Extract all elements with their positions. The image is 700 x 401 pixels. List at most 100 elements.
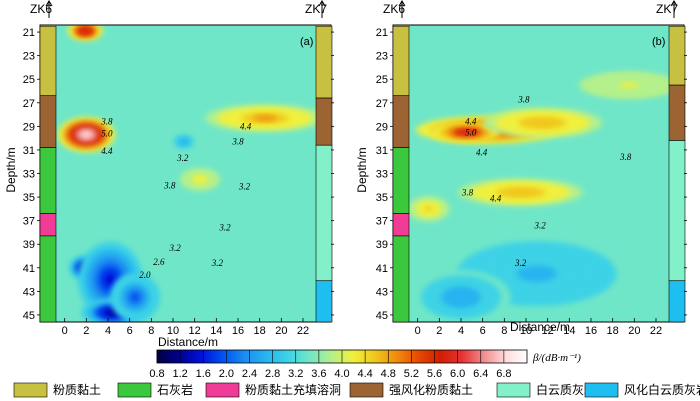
heatmap-field — [56, 25, 316, 322]
y-tick-label: 29 — [376, 121, 388, 133]
y-tick-label: 37 — [376, 216, 388, 228]
contour-label: 5.0 — [101, 128, 113, 138]
borehole-layer-dolomitic_limestone — [668, 140, 686, 282]
borehole-right-arrowhead — [670, 0, 678, 7]
borehole-layer-limestone — [39, 235, 57, 323]
y-tick-label: 35 — [376, 192, 388, 204]
borehole-layer-silty_clay — [392, 25, 410, 97]
x-tick-label: 8 — [501, 325, 507, 337]
contour-label: 5.0 — [465, 127, 477, 137]
heatmap-anomaly — [171, 133, 197, 150]
contour-label: 3.2 — [211, 258, 224, 268]
y-tick-label: 33 — [23, 169, 35, 181]
contour-label: 4.4 — [490, 193, 502, 203]
contour-label: 3.2 — [533, 220, 546, 230]
borehole-layer-karst_fill_clay — [392, 213, 410, 237]
colorbar-tick-label: 2.8 — [265, 368, 280, 380]
borehole-layer-strongly_weathered_clay — [39, 95, 57, 148]
heatmap-anomaly — [411, 270, 511, 322]
heatmap-anomaly-band — [81, 28, 89, 33]
legend-swatch — [349, 382, 384, 398]
legend-swatch — [496, 382, 531, 398]
y-tick-label: 27 — [376, 98, 388, 110]
contour-label: 3.2 — [514, 258, 527, 268]
legend-swatch — [584, 382, 619, 398]
y-tick-label: 21 — [23, 27, 35, 39]
borehole-layer-strongly_weathered_clay — [668, 84, 686, 141]
colorbar: 0.8 1.2 1.6 2.0 2.4 2.8 3.2 3.6 4.0 4.4 4.8 5.2 5.6 6… — [149, 349, 581, 380]
heatmap-anomaly — [205, 104, 316, 132]
colorbar-tick-label: 4.8 — [381, 368, 396, 380]
y-tick-label: 41 — [23, 263, 35, 275]
heatmap-anomaly — [431, 122, 502, 142]
legend-label: 强风化粉质黏土 — [389, 383, 473, 397]
heatmap-anomaly — [458, 178, 583, 206]
panel-label: (b) — [652, 36, 665, 48]
y-tick-label: 43 — [376, 286, 388, 298]
heatmap-field — [409, 25, 669, 322]
colorbar-tick-label: 6.8 — [496, 368, 511, 380]
heatmap-anomaly-band — [130, 292, 141, 303]
x-tick-label: 22 — [650, 325, 662, 337]
y-tick-label: 25 — [376, 74, 388, 86]
heatmap-plot-a: 3.85.04.43.24.43.83.8 3.23.23.22.62.03.20… — [23, 24, 334, 337]
colorbar-tick-label: 3.6 — [311, 368, 326, 380]
contour-label: 4.4 — [465, 117, 477, 127]
legend-label: 粉质黏土 — [53, 383, 101, 397]
y-tick-label: 31 — [23, 145, 35, 157]
x-tick-label: 6 — [127, 325, 133, 337]
heatmap-anomaly-band — [80, 131, 93, 139]
legend-item-silty-clay: 粉质黏土 — [13, 382, 101, 398]
panel-b: ZK6 ZK7 3.84.45.04.4 3.83.84.43.23.20 2 4 6 8… — [355, 0, 687, 337]
x-tick-label: 16 — [232, 325, 244, 337]
contour-label: 3.8 — [517, 94, 530, 104]
legend-label: 石灰岩 — [157, 382, 193, 397]
borehole-layer-weathered_dolomitic_limestone — [315, 280, 333, 323]
x-tick-label: 12 — [189, 325, 201, 337]
heatmap-anomaly-band — [196, 177, 205, 182]
x-tick-label: 2 — [83, 325, 89, 337]
heatmap-anomaly-band — [451, 291, 471, 303]
x-tick-label: 18 — [607, 325, 619, 337]
x-tick-label: 18 — [254, 325, 266, 337]
borehole-column-left — [392, 25, 410, 323]
contour-label: 2.6 — [153, 257, 165, 267]
contour-label: 3.2 — [176, 153, 189, 163]
y-tick-label: 25 — [23, 74, 35, 86]
contour-label: 3.2 — [238, 181, 251, 191]
x-tick-label: 0 — [62, 325, 68, 337]
borehole-layer-limestone — [392, 147, 410, 214]
borehole-layer-karst_fill_clay — [39, 213, 57, 237]
contour-label: 3.8 — [461, 187, 474, 197]
borehole-layer-strongly_weathered_clay — [392, 95, 410, 148]
colorbar-tick-label: 3.2 — [288, 368, 303, 380]
borehole-layer-limestone — [392, 235, 410, 323]
y-tick-label: 35 — [23, 192, 35, 204]
contour-labels: 3.85.04.43.24.43.83.8 3.23.23.22.62.03.2 — [100, 117, 251, 280]
legend-swatch — [205, 382, 240, 398]
x-tick-label: 12 — [542, 325, 554, 337]
contour-label: 3.8 — [619, 152, 632, 162]
x-tick-label: 8 — [148, 325, 154, 337]
heatmap-anomaly — [110, 272, 160, 322]
legend-item-karst-fill-clay: 粉质黏土充填溶洞 — [205, 382, 341, 398]
y-tick-label: 23 — [376, 51, 388, 63]
colorbar-tick-label: 1.2 — [172, 368, 187, 380]
heatmap-anomaly-band — [181, 140, 187, 144]
contour-label: 3.8 — [231, 137, 244, 147]
heatmap-anomaly-band — [508, 189, 534, 196]
x-tick-label: 20 — [628, 325, 640, 337]
heatmap-anomaly-band — [253, 115, 278, 121]
contour-label: 3.2 — [218, 223, 231, 233]
contour-label: 3.8 — [163, 180, 176, 190]
y-tick-label: 45 — [23, 310, 35, 322]
borehole-left-label-group: ZK6 — [30, 0, 53, 18]
heatmap-anomaly-band — [516, 265, 557, 282]
colorbar-tick-label: 5.2 — [404, 368, 419, 380]
borehole-right-label-group: ZK7 — [305, 0, 327, 18]
heatmap-anomaly-band — [618, 82, 639, 88]
heatmap-anomaly — [57, 116, 115, 153]
colorbar-tick-label: 4.0 — [334, 368, 349, 380]
y-tick-label: 23 — [23, 51, 35, 63]
y-tick-label: 39 — [376, 239, 388, 251]
